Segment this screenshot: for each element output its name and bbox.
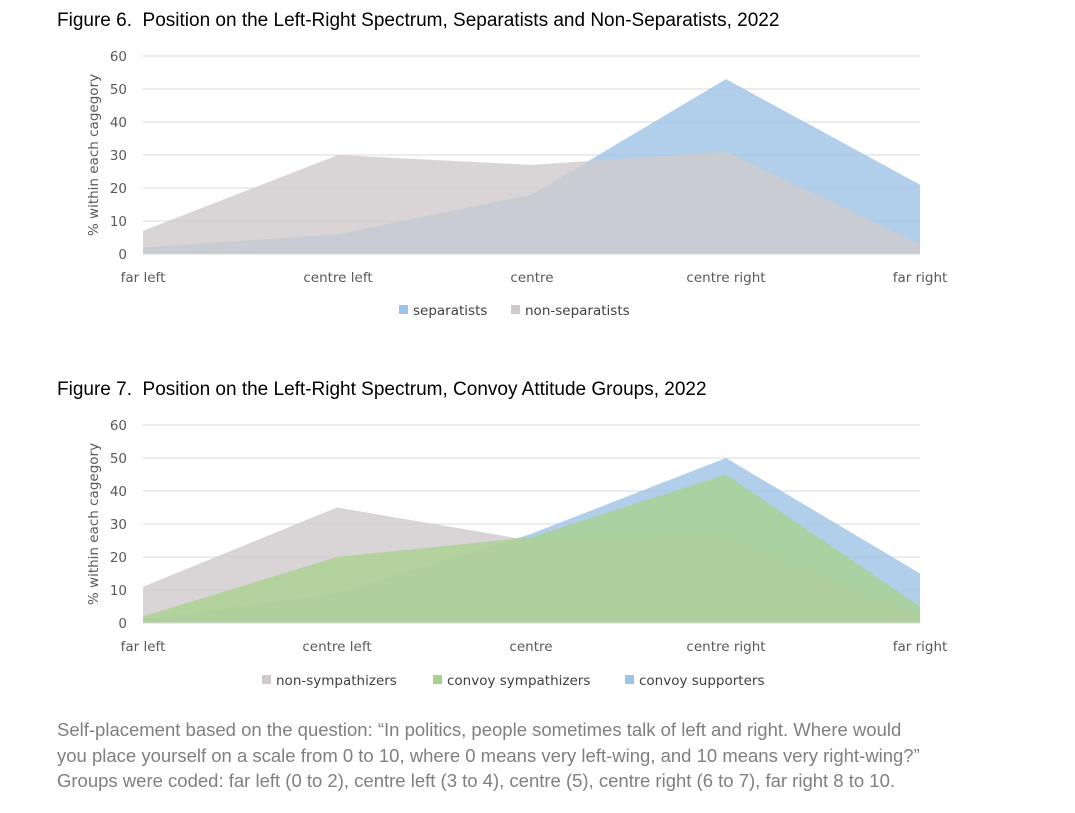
- x-tick-label: centre left: [303, 270, 372, 286]
- legend-swatch-non-separatists: [511, 305, 520, 314]
- legend-label-convoy-sympathizers: convoy sympathizers: [447, 673, 590, 689]
- area-series-convoy-sympathizers: [143, 474, 920, 623]
- x-tick-label: far left: [121, 639, 166, 655]
- footnote: Self-placement based on the question: “I…: [57, 717, 1057, 794]
- y-tick-label: 40: [110, 484, 127, 500]
- legend-label-non-sympathizers: non-sympathizers: [276, 673, 397, 689]
- x-tick-label: centre right: [686, 270, 765, 286]
- x-tick-label: far left: [121, 270, 166, 286]
- legend-label-convoy-supporters: convoy supporters: [639, 673, 765, 689]
- footnote-line-2: you place yourself on a scale from 0 to …: [57, 744, 920, 766]
- footnote-line-3: Groups were coded: far left (0 to 2), ce…: [57, 770, 896, 791]
- y-tick-label: 0: [118, 616, 127, 632]
- y-tick-label: 50: [110, 451, 127, 467]
- legend-label-non-separatists: non-separatists: [525, 303, 630, 319]
- y-tick-label: 10: [110, 214, 127, 230]
- legend-swatch-convoy-sympathizers: [433, 675, 442, 684]
- figure-7-title: Figure 7. Position on the Left-Right Spe…: [57, 379, 707, 400]
- y-tick-label: 20: [110, 181, 127, 197]
- y-tick-label: 30: [110, 148, 127, 164]
- y-tick-label: 20: [110, 550, 127, 566]
- chart-7: 0 10 20 30 40 50 60 % within each cagegory far l…: [86, 418, 947, 689]
- footnote-line-1: Self-placement based on the question: “I…: [57, 719, 902, 740]
- y-axis-title: % within each cagegory: [86, 443, 102, 605]
- area-series-non-separatists: [143, 151, 920, 254]
- x-tick-label: centre left: [302, 639, 371, 655]
- legend-swatch-non-sympathizers: [262, 675, 271, 684]
- x-tick-label: far right: [893, 270, 948, 286]
- chart-6: 0 10 20 30 40 50 60 % within each cagegory far l…: [86, 49, 947, 319]
- x-tick-label: centre: [509, 639, 552, 655]
- y-axis-title: % within each cagegory: [86, 74, 102, 236]
- figure-6-title: Figure 6. Position on the Left-Right Spe…: [57, 10, 780, 31]
- x-tick-label: centre right: [686, 639, 765, 655]
- y-tick-label: 40: [110, 115, 127, 131]
- x-tick-label: centre: [510, 270, 553, 286]
- y-tick-label: 0: [118, 247, 127, 263]
- x-tick-label: far right: [893, 639, 948, 655]
- y-tick-label: 30: [110, 517, 127, 533]
- legend-swatch-separatists: [399, 305, 408, 314]
- y-tick-label: 10: [110, 583, 127, 599]
- y-tick-label: 60: [110, 418, 127, 434]
- legend-label-separatists: separatists: [413, 303, 487, 319]
- y-tick-label: 60: [110, 49, 127, 65]
- legend-swatch-convoy-supporters: [625, 675, 634, 684]
- y-tick-label: 50: [110, 82, 127, 98]
